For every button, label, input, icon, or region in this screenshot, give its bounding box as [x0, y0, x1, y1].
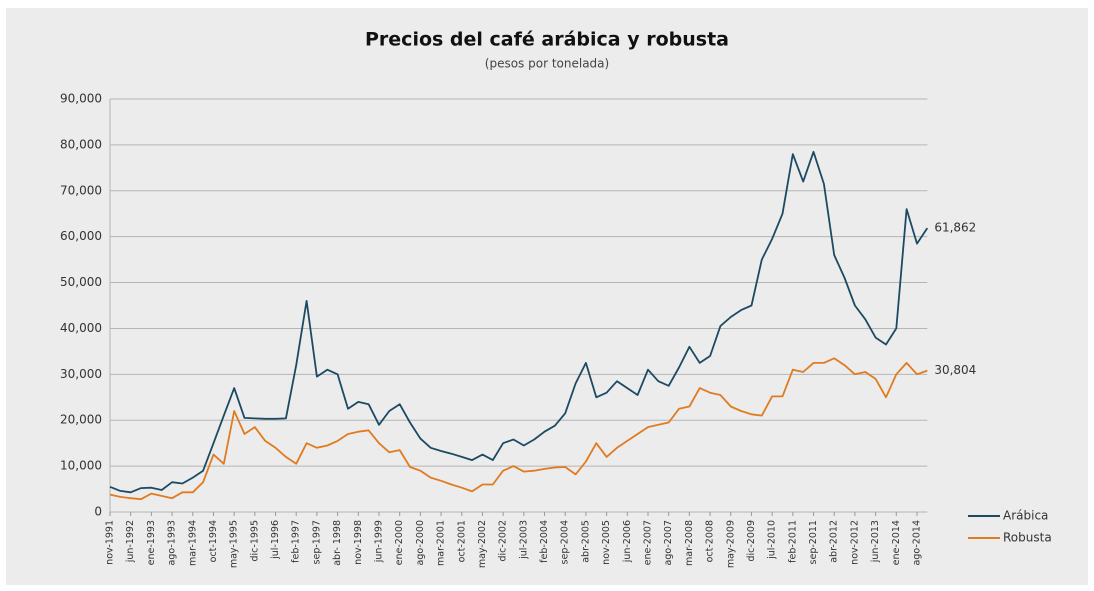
x-tick-label: oct-1994: [208, 520, 219, 562]
x-tick-label: nov-1991: [105, 520, 116, 565]
chart-subtitle: (pesos por tonelada): [485, 57, 609, 71]
x-tick-label: nov-2012: [849, 520, 860, 565]
x-tick-label: jun-2013: [870, 520, 881, 563]
series-line: [109, 357, 928, 501]
x-tick-label: may-2009: [725, 520, 736, 568]
series-line: [109, 150, 929, 494]
x-tick-label: dic-2009: [746, 520, 757, 562]
y-tick-label: 50,000: [60, 275, 102, 289]
value-label: 61,862: [934, 221, 976, 235]
x-tick-label: oct-2001: [456, 520, 467, 562]
chart-title: Precios del café arábica y robusta: [365, 29, 729, 51]
x-tick-label: ago-2007: [663, 520, 674, 565]
x-tick-label: jul-2003: [518, 520, 529, 560]
x-tick-label: abr-2005: [580, 520, 591, 563]
y-tick-label: 60,000: [60, 229, 102, 243]
x-tick-label: may-2002: [477, 520, 488, 568]
y-tick-label: 90,000: [60, 92, 102, 106]
x-tick-label: sep-2004: [560, 520, 571, 564]
x-tick-label: mar-2008: [684, 520, 695, 566]
x-tick-label: ene-2007: [642, 520, 653, 565]
x-tick-label: sep-1997: [311, 520, 322, 564]
x-tick-label: mar-2001: [436, 520, 447, 566]
x-tick-label: abr- 1998: [332, 520, 343, 566]
x-tick-label: mar-1994: [187, 520, 198, 566]
y-tick-label: 20,000: [60, 413, 102, 427]
x-tick-label: may-1995: [229, 520, 240, 568]
x-tick-label: sep-2011: [808, 520, 819, 564]
legend-label: Robusta: [1003, 531, 1052, 545]
x-tick-label: jun-1992: [125, 520, 136, 563]
x-tick-label: ene-2000: [394, 520, 405, 565]
x-tick-label: dic-1995: [249, 520, 260, 562]
x-tick-label: oct-2008: [705, 520, 716, 562]
x-tick-label: nov-1998: [353, 520, 364, 565]
y-tick-label: 0: [94, 505, 102, 519]
panel: [6, 8, 1088, 585]
x-tick-label: jun-1999: [373, 520, 384, 563]
legend-label: Arábica: [1003, 509, 1048, 523]
x-tick-label: feb-2011: [787, 520, 798, 563]
y-tick-label: 80,000: [60, 137, 102, 151]
y-tick-label: 40,000: [60, 321, 102, 335]
x-tick-label: jun-2006: [622, 520, 633, 563]
y-tick-label: 30,000: [60, 367, 102, 381]
x-tick-label: feb-1997: [291, 520, 302, 563]
value-label: 30,804: [934, 363, 976, 377]
x-tick-label: ene-1993: [146, 520, 157, 565]
x-tick-label: ago-2000: [415, 520, 426, 565]
x-tick-label: ago-1993: [167, 520, 178, 565]
x-tick-label: dic-2002: [498, 520, 509, 562]
x-tick-label: ene-2014: [891, 520, 902, 565]
y-tick-label: 10,000: [60, 459, 102, 473]
x-tick-label: jul-2010: [767, 520, 778, 560]
y-tick-label: 70,000: [60, 183, 102, 197]
x-tick-label: ago-2014: [911, 520, 922, 565]
x-tick-label: jul-1996: [270, 520, 281, 560]
x-tick-label: feb-2004: [539, 520, 550, 563]
x-tick-label: nov-2005: [601, 520, 612, 565]
x-tick-label: abr-2012: [829, 520, 840, 563]
